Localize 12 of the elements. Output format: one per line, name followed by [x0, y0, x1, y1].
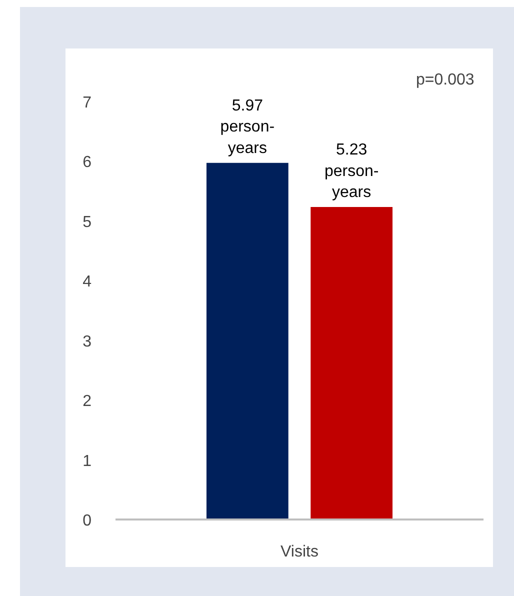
y-tick-label: 5 — [82, 214, 92, 231]
x-tick-label: Visits — [280, 544, 318, 560]
data-label: 5.97 person-years — [220, 97, 275, 157]
annotation: p=0.003 — [416, 72, 474, 88]
y-tick-label: 0 — [82, 512, 92, 530]
y-tick-label: 1 — [82, 452, 92, 470]
y-tick-label: 3 — [82, 333, 92, 350]
data-label: 5.23 person-years — [324, 142, 379, 202]
y-tick-label: 6 — [82, 154, 92, 172]
y-tick-label: 2 — [82, 393, 92, 410]
y-tick-label: 7 — [82, 94, 92, 112]
y-tick-label: 4 — [82, 274, 92, 291]
